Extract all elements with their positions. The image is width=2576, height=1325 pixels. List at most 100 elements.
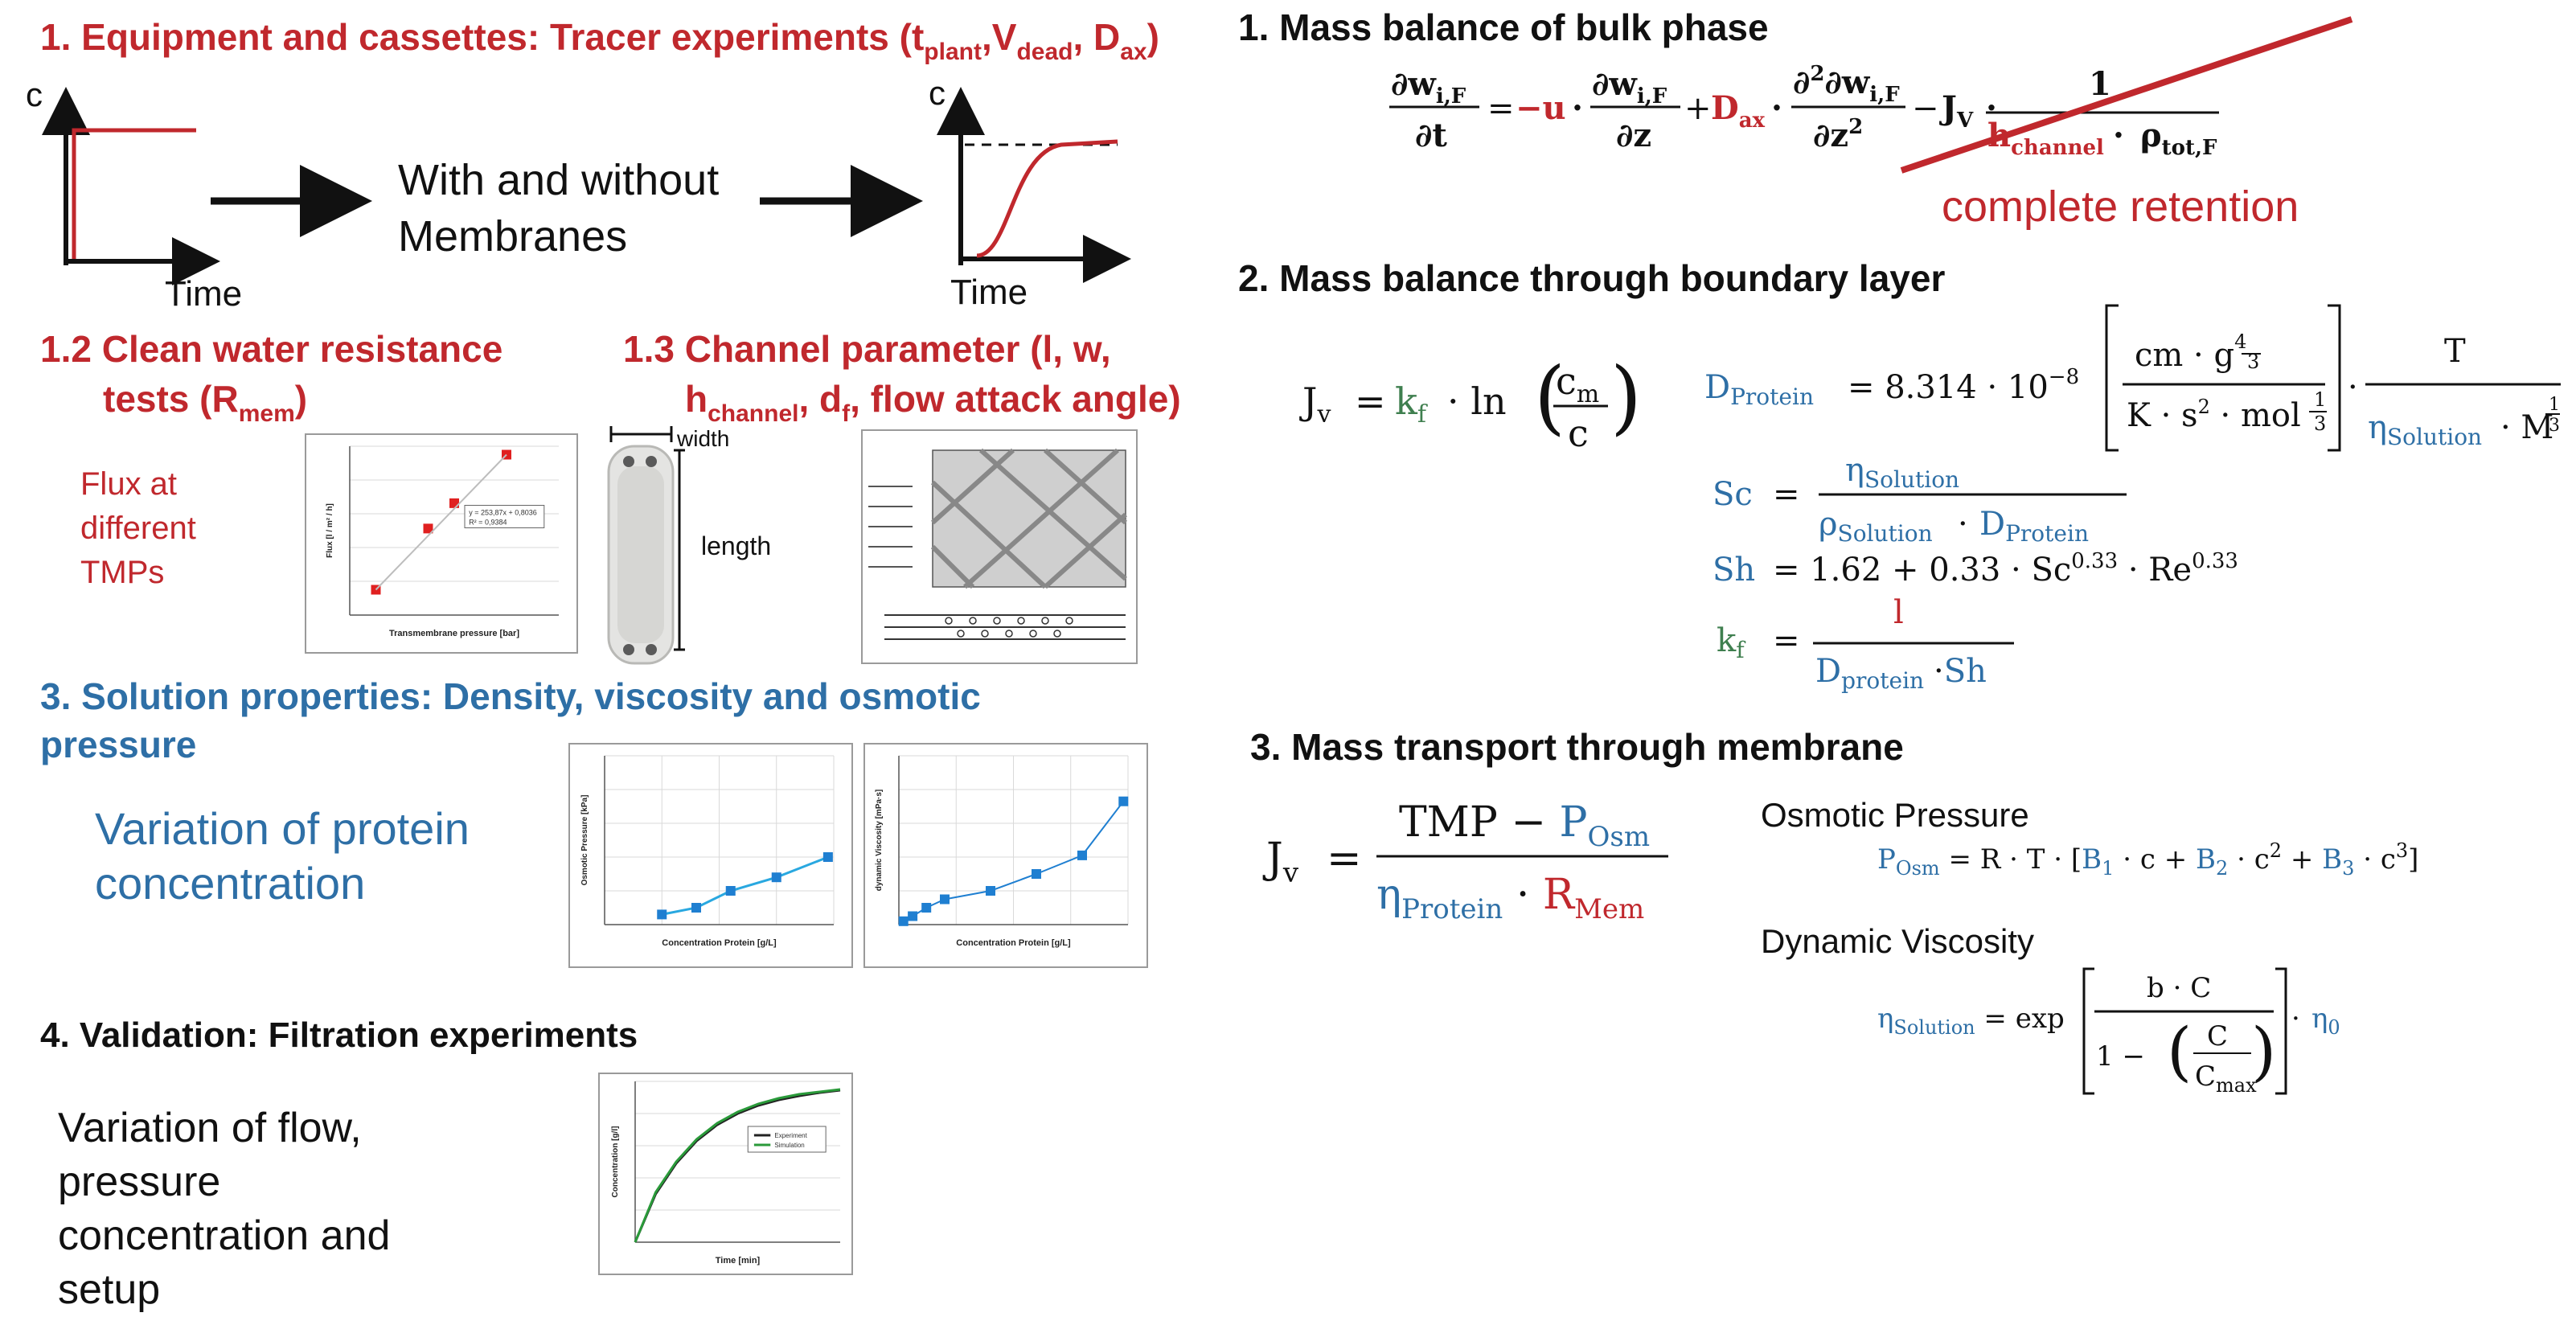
data-point <box>725 886 736 896</box>
eq1-title: 1. Mass balance of bulk phase <box>1238 6 1769 48</box>
section-1-3-title: 1.3 Channel parameter (l, w, hchannel, d… <box>623 328 1181 427</box>
svg-text:kf: kf <box>1395 379 1428 429</box>
viscosity-chart: Concentration Protein [g/L] dynamic Visco… <box>863 743 1148 968</box>
cassette-image: width length <box>607 426 771 665</box>
svg-text:cm: cm <box>1556 359 1599 408</box>
svg-text:·Sh: ·Sh <box>1934 653 1987 690</box>
section-1-2-title: 1.2 Clean water resistance tests (Rmem) <box>40 328 513 427</box>
trend-line <box>375 453 507 591</box>
membrane-flux-equation: Jv = TMP − POsm ηProtein · RMem <box>1262 798 1668 925</box>
bulk-phase-equation: ∂wi,F ∂t = −u · ∂wi,F ∂z + Dax · ∂2∂wi,F… <box>1389 62 2219 160</box>
complete-retention-label: complete retention <box>1942 183 2299 231</box>
series-line <box>634 1088 841 1243</box>
sherwood-number-equation: Sh = 1.62 + 0.33 · Sc0.33 · Re0.33 <box>1713 549 2238 589</box>
svg-text:η0: η0 <box>2311 1003 2340 1039</box>
svg-text:Cmax: Cmax <box>2195 1060 2257 1097</box>
svg-text:DProtein: DProtein <box>1979 506 2089 547</box>
svg-text:1: 1 <box>2314 388 2326 411</box>
svg-text:=: = <box>1355 379 1386 423</box>
x-axis-label: Concentration Protein [g/L] <box>662 938 777 948</box>
svg-text:Jv: Jv <box>1299 379 1331 429</box>
svg-text:Sh: Sh <box>1713 552 1755 589</box>
eq2-title: 2. Mass balance through boundary layer <box>1238 257 1945 299</box>
svg-text:l: l <box>1893 594 1904 631</box>
svg-text:·: · <box>1958 506 1968 543</box>
svg-text:cm · g4: cm · g4 <box>2135 330 2246 374</box>
svg-text:· M: · M <box>2500 409 2553 446</box>
svg-text:Sc: Sc <box>1713 476 1753 513</box>
svg-text:hchannel: hchannel <box>1987 117 2104 160</box>
svg-text:·: · <box>1572 89 1583 127</box>
axis-label-c-1: c <box>26 76 43 113</box>
svg-text:3: 3 <box>2314 412 2326 435</box>
svg-text:·: · <box>2113 117 2124 154</box>
svg-text:Dax: Dax <box>1711 89 1766 133</box>
svg-text:c: c <box>1568 412 1589 455</box>
protein-variation-label: Variation of protein concentration <box>95 803 482 909</box>
svg-text:C: C <box>2207 1020 2228 1052</box>
data-point <box>940 894 950 905</box>
svg-text:T: T <box>2444 333 2466 370</box>
svg-text:∂z2: ∂z2 <box>1813 115 1863 154</box>
x-axis-label: Concentration Protein [g/L] <box>956 938 1071 948</box>
svg-text:DProtein: DProtein <box>1704 369 1814 410</box>
svg-text:·: · <box>2291 1003 2300 1035</box>
osmotic-pressure-chart: Concentration Protein [g/L] Osmotic Press… <box>568 743 853 968</box>
equation-text: R² = 0,9384 <box>469 519 507 527</box>
data-point <box>1118 796 1129 806</box>
svg-text:TMP − POsm: TMP − POsm <box>1399 798 1650 853</box>
flux-chart: Transmembrane pressure [bar] Flux [l / m²… <box>305 433 578 654</box>
svg-text:): ) <box>1610 350 1642 444</box>
data-point <box>657 909 667 920</box>
svg-text:∂t: ∂t <box>1415 117 1447 154</box>
svg-text:= 1.62 + 0.33 · Sc0.33 ·: = 1.62 + 0.33 · Sc0.33 · Re0.33 <box>1773 549 2238 589</box>
svg-text:ρSolution: ρSolution <box>1819 506 1933 547</box>
svg-text:ρtot,F: ρtot,F <box>2140 117 2217 160</box>
svg-text:∂z: ∂z <box>1616 117 1651 154</box>
axis-label-time-1: Time <box>165 274 242 314</box>
dynamic-viscosity-title: Dynamic Viscosity <box>1761 922 2034 960</box>
data-point <box>1032 869 1041 879</box>
strike-line <box>1900 16 2353 174</box>
y-axis-label: Concentration [g/l] <box>611 1126 620 1198</box>
svg-text:ηSolution: ηSolution <box>1845 452 1959 493</box>
svg-text:b · C: b · C <box>2147 972 2211 1004</box>
boundary-layer-flux-equation: Jv = kf · ln ( cm c ) <box>1299 350 1642 455</box>
with-without-membranes: With and without Membranes <box>398 156 731 260</box>
svg-text:∂wi,F: ∂wi,F <box>1391 65 1466 109</box>
section-4-title: 4. Validation: Filtration experiments <box>40 1015 638 1055</box>
width-label: width <box>676 426 729 451</box>
svg-text:· ln: · ln <box>1447 379 1507 423</box>
svg-text:∂2∂wi,F: ∂2∂wi,F <box>1793 62 1900 107</box>
svg-text:Dprotein: Dprotein <box>1815 653 1924 694</box>
step-input-plot: c Time <box>26 76 242 314</box>
svg-text:=: = <box>1773 476 1800 513</box>
validation-chart: Time [min] Concentration [g/l] Experiment S… <box>598 1073 853 1275</box>
data-point <box>771 872 781 883</box>
svg-text:−: − <box>1912 90 1939 127</box>
svg-text:=: = <box>1773 622 1800 659</box>
x-axis-label: Time [min] <box>716 1256 761 1266</box>
mass-transfer-coefficient-equation: kf = l Dprotein ·Sh <box>1717 594 2014 694</box>
flux-label: Flux at different TMPs <box>80 466 205 590</box>
svg-text:1: 1 <box>2089 65 2111 103</box>
spacer-channel-diagram <box>861 429 1138 664</box>
axis-label-time-2: Time <box>950 273 1028 312</box>
svg-text:1 −: 1 − <box>2096 1040 2145 1073</box>
data-point <box>921 903 932 913</box>
eq3-title: 3. Mass transport through membrane <box>1250 726 1904 768</box>
data-point <box>986 886 995 896</box>
equation-box <box>464 505 545 528</box>
svg-text:K · s2 · mol: K · s2 · mol <box>2127 396 2301 434</box>
data-point <box>822 852 833 862</box>
osmotic-pressure-title: Osmotic Pressure <box>1761 796 2029 834</box>
data-point <box>691 903 701 913</box>
data-point <box>423 523 433 534</box>
y-axis-label: Osmotic Pressure [kPa] <box>580 795 589 886</box>
axis-label-c-2: c <box>929 74 945 112</box>
svg-text:(: ( <box>1534 350 1565 444</box>
svg-text:kf: kf <box>1717 622 1746 663</box>
svg-text:ηSolution: ηSolution <box>2368 409 2482 450</box>
response-plot: c Time <box>929 74 1131 312</box>
